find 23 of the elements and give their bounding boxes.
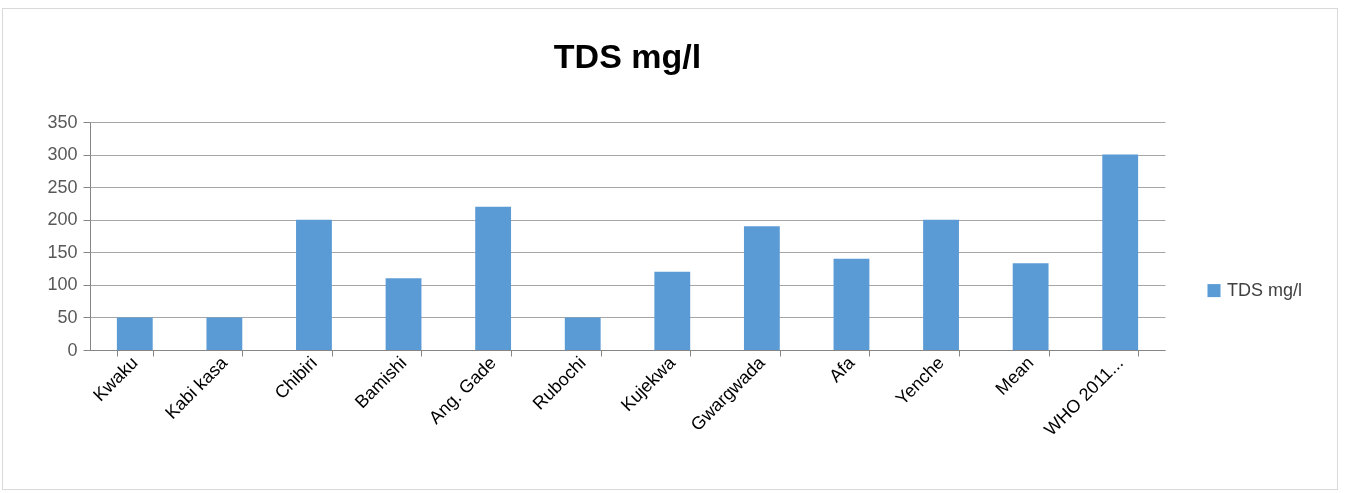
bar xyxy=(296,219,332,350)
y-tick-label: 300 xyxy=(47,144,78,165)
y-tick-label: 50 xyxy=(57,306,78,327)
bar xyxy=(923,219,959,350)
bar xyxy=(833,258,870,350)
bar xyxy=(1102,154,1139,350)
bar xyxy=(1012,263,1049,350)
y-tick-label: 0 xyxy=(67,339,78,360)
bar xyxy=(116,317,153,350)
y-tick-label: 100 xyxy=(47,274,78,295)
legend-label: TDS mg/l xyxy=(1227,279,1303,300)
y-tick-label: 150 xyxy=(47,241,78,262)
bar xyxy=(564,317,601,350)
y-tick-label: 200 xyxy=(47,209,78,230)
bar xyxy=(743,226,780,350)
x-tick-label: Afa xyxy=(825,352,860,386)
bar xyxy=(475,206,512,350)
bar xyxy=(654,271,691,350)
bar xyxy=(385,278,422,350)
bar xyxy=(206,317,243,350)
chart-title: TDS mg/l xyxy=(553,37,702,75)
y-tick-label: 350 xyxy=(47,111,78,132)
y-tick-label: 250 xyxy=(47,176,78,197)
